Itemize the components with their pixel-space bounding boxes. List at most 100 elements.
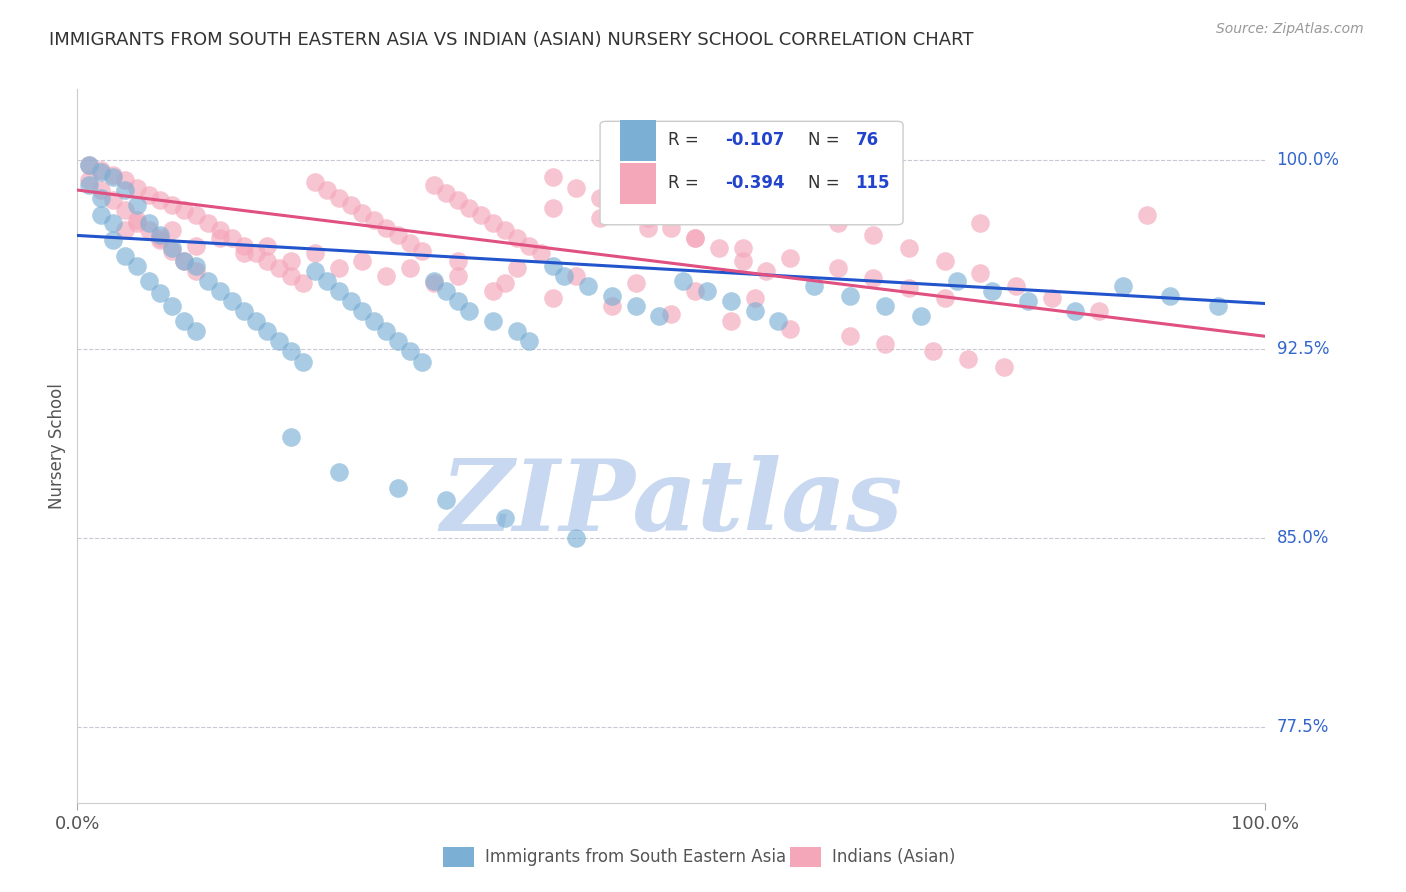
Point xyxy=(910,309,932,323)
Point xyxy=(101,234,124,248)
Point xyxy=(803,203,825,218)
Point xyxy=(446,253,468,268)
Text: 100.0%: 100.0% xyxy=(1277,151,1340,169)
FancyBboxPatch shape xyxy=(600,121,903,225)
Point xyxy=(328,191,350,205)
Point xyxy=(352,253,374,268)
Point xyxy=(232,246,254,260)
Point xyxy=(875,299,897,313)
Point xyxy=(565,531,588,545)
Point xyxy=(993,359,1015,374)
Text: N =: N = xyxy=(808,174,845,192)
Point xyxy=(149,193,172,207)
Point xyxy=(162,198,184,212)
Point xyxy=(755,264,778,278)
Point xyxy=(446,293,468,308)
Point xyxy=(707,241,730,255)
Point xyxy=(339,198,361,212)
Point xyxy=(1017,293,1039,308)
Point xyxy=(292,277,315,291)
Point xyxy=(328,466,350,480)
Point xyxy=(553,268,575,283)
Point xyxy=(589,191,612,205)
Point xyxy=(138,216,160,230)
Text: N =: N = xyxy=(808,130,845,148)
Point xyxy=(494,223,516,237)
Point xyxy=(875,337,897,351)
Point xyxy=(173,203,195,218)
Point xyxy=(221,231,243,245)
Point xyxy=(482,284,505,298)
Point xyxy=(506,231,529,245)
Point xyxy=(423,277,446,291)
Point xyxy=(162,241,184,255)
Point xyxy=(256,324,278,338)
Point xyxy=(779,191,801,205)
Point xyxy=(423,178,446,192)
Point xyxy=(672,274,695,288)
Point xyxy=(969,216,991,230)
Point xyxy=(315,183,337,197)
Point xyxy=(173,314,195,328)
Point xyxy=(197,274,219,288)
Point xyxy=(125,198,148,212)
Point xyxy=(125,180,148,194)
Point xyxy=(506,324,529,338)
Point xyxy=(613,201,636,215)
Point xyxy=(138,223,160,237)
Point xyxy=(186,208,208,222)
Point xyxy=(934,253,956,268)
Point xyxy=(280,430,302,444)
Point xyxy=(399,344,422,359)
Point xyxy=(304,246,326,260)
Point xyxy=(304,176,326,190)
Point xyxy=(720,314,742,328)
Point xyxy=(328,261,350,276)
Point xyxy=(506,261,529,276)
Text: Source: ZipAtlas.com: Source: ZipAtlas.com xyxy=(1216,22,1364,37)
Point xyxy=(624,277,647,291)
Point xyxy=(269,261,291,276)
Point xyxy=(494,511,516,525)
Point xyxy=(125,259,148,273)
Point xyxy=(565,268,588,283)
Point xyxy=(328,284,350,298)
Point xyxy=(624,299,647,313)
Point xyxy=(434,493,457,508)
Point xyxy=(149,234,172,248)
Text: ZIPatlas: ZIPatlas xyxy=(440,455,903,551)
Point xyxy=(541,292,564,306)
Point xyxy=(256,238,278,252)
Point xyxy=(114,203,136,218)
Point xyxy=(683,284,706,298)
Point xyxy=(232,304,254,318)
Point xyxy=(208,231,231,245)
Point xyxy=(898,241,921,255)
Text: 76: 76 xyxy=(855,130,879,148)
Text: 85.0%: 85.0% xyxy=(1277,529,1329,547)
Point xyxy=(1136,208,1159,222)
Point xyxy=(375,324,398,338)
Text: 115: 115 xyxy=(855,174,890,192)
Point xyxy=(779,322,801,336)
Point xyxy=(934,292,956,306)
Point xyxy=(637,211,659,225)
Point xyxy=(339,293,361,308)
Point xyxy=(232,238,254,252)
Point xyxy=(541,201,564,215)
Point xyxy=(138,274,160,288)
Point xyxy=(101,168,124,182)
Point xyxy=(683,231,706,245)
Point xyxy=(482,216,505,230)
Point xyxy=(186,264,208,278)
Point xyxy=(589,211,612,225)
Point xyxy=(744,292,766,306)
Point xyxy=(256,253,278,268)
Point xyxy=(90,162,112,177)
Point xyxy=(683,231,706,245)
Point xyxy=(1005,278,1028,293)
Bar xyxy=(620,120,657,161)
Point xyxy=(101,193,124,207)
Point xyxy=(77,173,100,187)
Point xyxy=(245,314,267,328)
